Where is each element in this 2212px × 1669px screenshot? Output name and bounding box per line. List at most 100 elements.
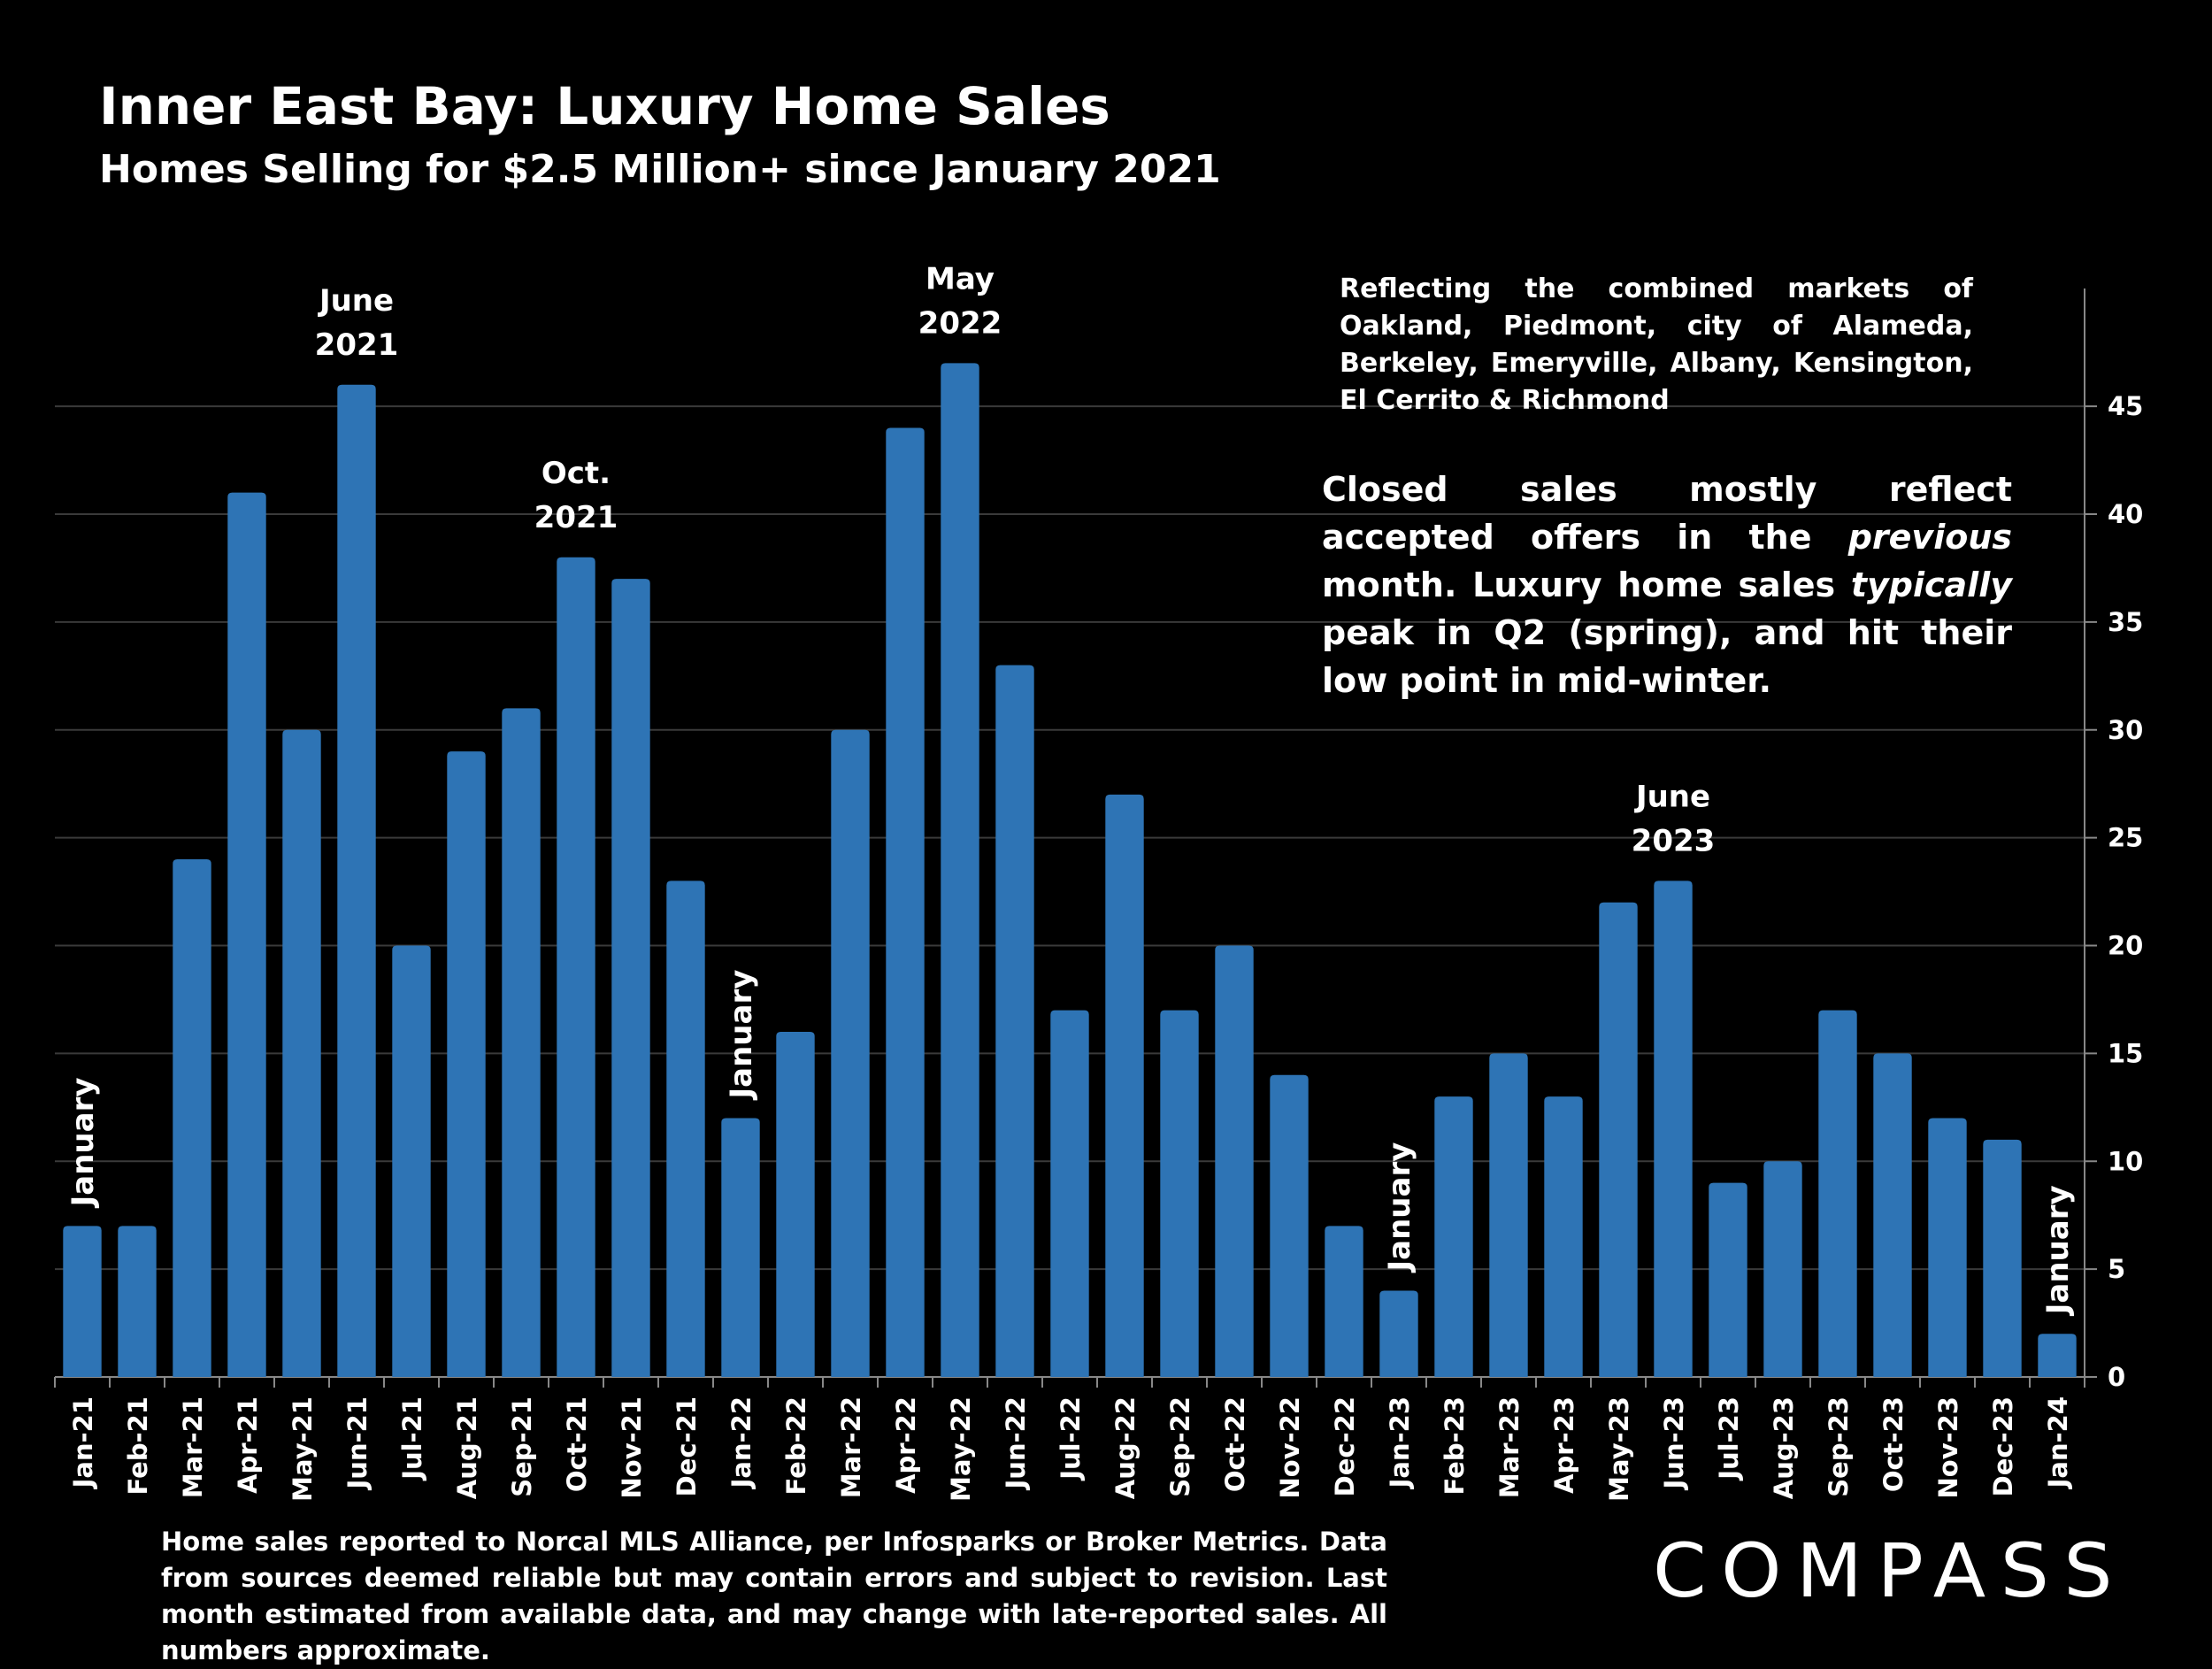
x-tick-label: Jan-22 <box>726 1396 757 1489</box>
x-tick-label: Aug-21 <box>452 1396 482 1499</box>
y-tick-label: 5 <box>2108 1254 2125 1284</box>
annotation-june-2021: June 2021 <box>315 283 399 363</box>
annotation-june-2023: June 2023 <box>1632 779 1716 858</box>
bar-jul-22 <box>1050 1010 1089 1377</box>
x-tick-label: Aug-23 <box>1769 1396 1799 1499</box>
compass-logo-text: COMPASS <box>1653 1527 2127 1609</box>
x-tick-label: Jun-23 <box>1659 1396 1689 1490</box>
bar-jun-22 <box>995 665 1034 1377</box>
annotation-january: January <box>1382 1142 1417 1273</box>
bar-apr-23 <box>1544 1096 1583 1377</box>
annotation-line: Oct. <box>541 456 611 491</box>
bar-apr-22 <box>886 427 925 1377</box>
bar-may-23 <box>1599 902 1638 1377</box>
x-tick-label: Jun-22 <box>1001 1396 1031 1490</box>
bar-nov-21 <box>611 579 650 1377</box>
x-tick-label: Oct-23 <box>1878 1396 1909 1492</box>
annotation-line: 2021 <box>315 327 399 363</box>
y-tick-label: 0 <box>2108 1362 2125 1392</box>
annotation-line: 2021 <box>534 500 618 535</box>
annotation-line: May <box>926 261 995 296</box>
bar-may-21 <box>282 729 321 1377</box>
x-tick-label: Jun-21 <box>342 1396 373 1490</box>
x-tick-label: Dec-21 <box>672 1396 702 1496</box>
x-tick-label: Jan-23 <box>1385 1396 1415 1489</box>
source-footnote: Home sales reported to Norcal MLS Allian… <box>161 1527 1387 1665</box>
bar-feb-22 <box>776 1032 815 1377</box>
annotation-line: 2022 <box>918 305 1002 341</box>
chart-title: Inner East Bay: Luxury Home Sales <box>99 76 1110 136</box>
bar-dec-21 <box>666 881 705 1377</box>
bar-aug-22 <box>1105 794 1144 1377</box>
annotation-january: January <box>2040 1185 2076 1316</box>
bar-jan-23 <box>1379 1290 1418 1377</box>
x-tick-label: Oct-21 <box>562 1396 592 1492</box>
x-tick-label: Apr-23 <box>1549 1396 1579 1494</box>
annotation-may-2022: May 2022 <box>918 261 1002 341</box>
x-tick-label: May-21 <box>288 1396 318 1502</box>
bar-may-22 <box>941 363 979 1377</box>
bar-feb-21 <box>118 1226 157 1377</box>
x-tick-label: Sep-22 <box>1165 1396 1195 1497</box>
x-tick-label: Dec-22 <box>1330 1396 1360 1496</box>
bar-oct-23 <box>1873 1053 1912 1377</box>
bar-sep-21 <box>502 708 541 1377</box>
x-tick-label: May-22 <box>946 1396 976 1502</box>
main-note: Closed sales mostly reflect accepted off… <box>1322 465 2012 704</box>
x-tick-label: Aug-22 <box>1110 1396 1141 1499</box>
bar-sep-22 <box>1160 1010 1199 1377</box>
x-tick-label: Apr-22 <box>891 1396 921 1494</box>
x-tick-label: Feb-21 <box>123 1396 153 1495</box>
bar-jan-24 <box>2038 1334 2077 1377</box>
x-tick-label: Jul-23 <box>1714 1396 1744 1481</box>
bar-jul-21 <box>392 945 431 1377</box>
bar-nov-23 <box>1928 1118 1967 1377</box>
y-tick-label: 40 <box>2108 499 2143 529</box>
y-tick-label: 25 <box>2108 823 2143 853</box>
x-tick-label: Mar-21 <box>178 1396 208 1498</box>
main-note-emphasis-typically: typically <box>1850 565 2012 604</box>
bar-apr-21 <box>227 492 266 1377</box>
bar-dec-23 <box>1983 1139 2022 1377</box>
x-tick-label: Feb-22 <box>781 1396 811 1495</box>
x-tick-label: Nov-21 <box>617 1396 647 1499</box>
bar-jun-21 <box>337 384 376 1377</box>
bar-aug-23 <box>1763 1161 1802 1377</box>
bar-sep-23 <box>1818 1010 1857 1377</box>
annotation-january: January <box>724 970 759 1101</box>
bar-oct-21 <box>557 557 595 1377</box>
bar-jan-21 <box>63 1226 102 1377</box>
x-tick-label: Nov-23 <box>1933 1396 1963 1499</box>
x-tick-label: Jan-21 <box>68 1396 98 1489</box>
bar-dec-22 <box>1325 1226 1363 1377</box>
y-tick-label: 10 <box>2108 1146 2143 1176</box>
bar-jun-23 <box>1654 881 1693 1377</box>
compass-logo: COMPASS <box>1653 1527 2127 1609</box>
x-tick-label: Dec-23 <box>1988 1396 2018 1496</box>
main-note-prefix: Closed sales mostly reflect accepted off… <box>1322 470 2012 557</box>
x-tick-label: Sep-23 <box>1824 1396 1854 1497</box>
bar-aug-21 <box>447 751 486 1377</box>
x-tick-label: Mar-22 <box>836 1396 866 1498</box>
bar-jan-22 <box>721 1118 760 1377</box>
y-tick-label: 30 <box>2108 715 2143 745</box>
main-note-emphasis-previous: previous <box>1847 518 2012 557</box>
x-tick-label: Feb-23 <box>1440 1396 1470 1495</box>
x-tick-label: Jul-21 <box>397 1396 427 1481</box>
annotation-line: 2023 <box>1632 823 1716 858</box>
annotation-line: June <box>1634 779 1710 814</box>
bar-jul-23 <box>1709 1182 1747 1377</box>
chart-subtitle: Homes Selling for $2.5 Million+ since Ja… <box>99 147 1221 192</box>
x-tick-label: Apr-21 <box>233 1396 263 1494</box>
x-tick-label: Mar-23 <box>1494 1396 1525 1498</box>
x-tick-label: Sep-21 <box>507 1396 537 1497</box>
main-note-suffix: peak in Q2 (spring), and hit their low p… <box>1322 613 2012 700</box>
bar-feb-23 <box>1434 1096 1473 1377</box>
bar-nov-22 <box>1270 1074 1309 1377</box>
bar-oct-22 <box>1215 945 1254 1377</box>
y-tick-label: 35 <box>2108 607 2143 637</box>
bar-mar-22 <box>831 729 870 1377</box>
y-tick-label: 45 <box>2108 391 2143 421</box>
y-tick-label: 15 <box>2108 1038 2143 1068</box>
annotation-january: January <box>65 1077 101 1208</box>
